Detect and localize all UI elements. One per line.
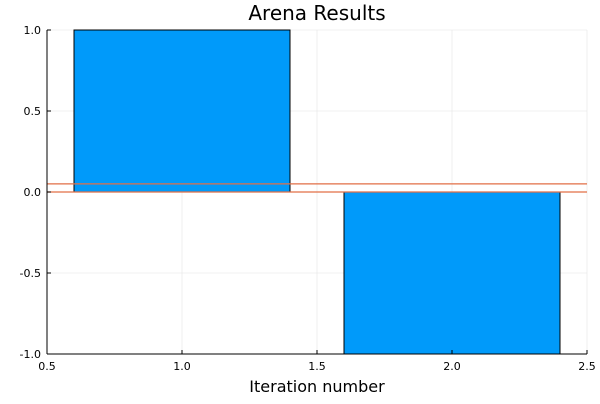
x-tick-label: 0.5 bbox=[38, 360, 56, 373]
bar-1 bbox=[73, 29, 291, 193]
y-tick-label: 1.0 bbox=[24, 24, 42, 37]
x-tick-labels: 0.5 1.0 1.5 2.0 2.5 bbox=[38, 360, 596, 373]
y-tick-label: -0.5 bbox=[20, 267, 41, 280]
y-tick-labels: -1.0 -0.5 0.0 0.5 1.0 bbox=[20, 24, 41, 361]
x-axis-label: Iteration number bbox=[249, 377, 385, 396]
horizontal-lines bbox=[47, 183, 587, 193]
y-tick-label: -1.0 bbox=[20, 348, 41, 361]
chart-title: Arena Results bbox=[248, 1, 385, 25]
x-tick-label: 2.5 bbox=[578, 360, 596, 373]
bar-2 bbox=[343, 191, 561, 355]
x-tick-label: 1.5 bbox=[308, 360, 326, 373]
x-tick-label: 1.0 bbox=[173, 360, 191, 373]
bars bbox=[73, 29, 561, 355]
y-tick-label: 0.0 bbox=[24, 186, 42, 199]
axes bbox=[46, 29, 588, 355]
y-tick-label: 0.5 bbox=[24, 105, 42, 118]
x-tick-label: 2.0 bbox=[443, 360, 461, 373]
